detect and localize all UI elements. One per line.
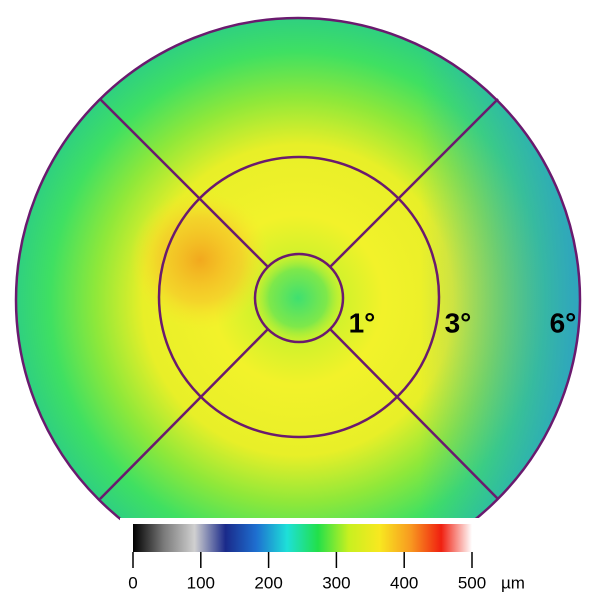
etdrs-grid xyxy=(14,16,582,584)
colorbar xyxy=(133,524,472,552)
ring-label: 6° xyxy=(550,307,577,338)
tick-label: 100 xyxy=(187,573,215,592)
colorbar-unit: µm xyxy=(501,573,525,592)
ring-label: 3° xyxy=(445,307,472,338)
tick-label: 200 xyxy=(254,573,282,592)
tick-label: 500 xyxy=(458,573,486,592)
tick-label: 400 xyxy=(390,573,418,592)
tick-label: 0 xyxy=(128,573,137,592)
tick-label: 300 xyxy=(322,573,350,592)
ring-label: 1° xyxy=(349,307,376,338)
